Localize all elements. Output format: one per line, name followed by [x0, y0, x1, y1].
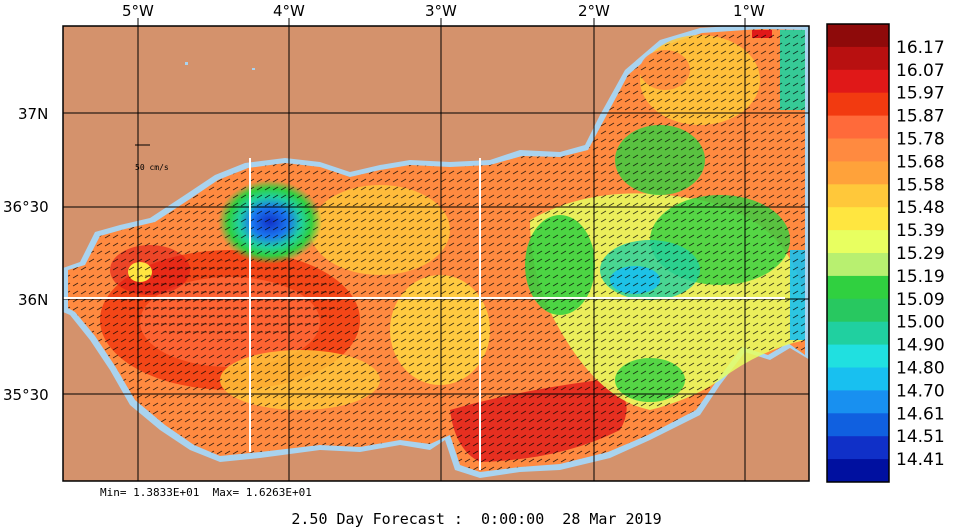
current-vectors: [68, 29, 805, 472]
colorbar-label: 15.39: [896, 221, 945, 241]
colorbar-label: 15.78: [896, 130, 945, 150]
lat-label-36n: 36N: [18, 291, 48, 309]
colorbar-label: 14.90: [896, 336, 945, 356]
colorbar-swatch: [827, 298, 889, 323]
lat-label-35-30: 35°30: [3, 386, 49, 404]
colorbar-swatch: [827, 115, 889, 139]
colorbar-label: 15.87: [896, 107, 945, 127]
colorbar-swatch: [827, 184, 889, 208]
colorbar-label: 15.48: [896, 198, 945, 218]
lon-label-4w: 4°W: [273, 2, 305, 20]
colorbar-frame: [826, 23, 890, 483]
colorbar-swatch: [827, 436, 889, 460]
colorbar-swatch: [827, 24, 889, 48]
colorbar-swatch: [827, 321, 889, 346]
jet-vectors: [120, 260, 340, 340]
colorbar-swatch: [827, 344, 889, 368]
colorbar-swatch: [827, 230, 889, 254]
colorbar-swatch: [827, 413, 889, 437]
islet: [252, 68, 255, 70]
colorbar-label: 15.09: [896, 290, 945, 310]
map-plot-area: 50 cm/s: [63, 26, 809, 481]
colorbar-swatch: [827, 253, 889, 277]
plot-frame: [62, 25, 810, 482]
colorbar-swatch: [827, 390, 889, 414]
lon-label-5w: 5°W: [122, 2, 154, 20]
forecast-caption: 2.50 Day Forecast : 0:00:00 28 Mar 2019: [291, 510, 662, 528]
lon-label-1w: 1°W: [733, 2, 765, 20]
colorbar-label: 14.70: [896, 381, 945, 401]
colorbar-swatch: [827, 275, 889, 300]
min-max-stats: Min= 1.3833E+01 Max= 1.6263E+01: [100, 486, 312, 499]
lon-label-3w: 3°W: [425, 2, 457, 20]
colorbar-swatch: [827, 69, 889, 94]
colorbar-swatch: [827, 207, 889, 231]
colorbar-swatch: [827, 161, 889, 185]
colorbar-label: 15.29: [896, 244, 945, 264]
colorbar-swatch: [827, 46, 889, 71]
colorbar-label: 14.80: [896, 359, 945, 379]
colorbar-label: 15.19: [896, 267, 945, 287]
lat-label-37n: 37N: [18, 105, 48, 123]
velocity-scale-label: 50 cm/s: [135, 163, 169, 172]
colorbar-swatch: [827, 138, 889, 162]
colorbar-label: 15.97: [896, 84, 945, 104]
colorbar-label: 14.41: [896, 450, 945, 470]
islet: [185, 62, 188, 65]
colorbar-label: 15.00: [896, 313, 945, 333]
frame-ticks: [137, 18, 746, 26]
lat-label-36-30: 36°30: [3, 198, 49, 216]
colorbar-label: 15.68: [896, 152, 945, 172]
colorbar-label: 16.17: [896, 38, 945, 58]
colorbar-label: 16.07: [896, 61, 945, 81]
colorbar-swatch: [827, 367, 889, 391]
colorbar-label: 15.58: [896, 175, 945, 195]
colorbar-swatch: [827, 459, 889, 483]
colorbar-swatch: [827, 92, 889, 117]
section-lines: [63, 158, 785, 470]
lon-label-2w: 2°W: [578, 2, 610, 20]
colorbar-label: 14.61: [896, 404, 945, 424]
colorbar-label: 14.51: [896, 427, 945, 447]
